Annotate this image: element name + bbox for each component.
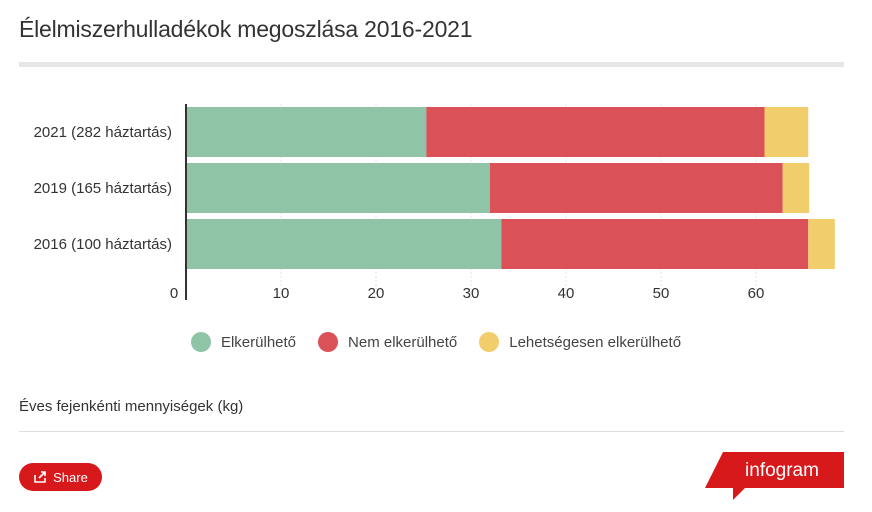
legend-swatch — [190, 332, 211, 352]
legend-label: Nem elkerülhető — [348, 333, 458, 351]
x-tick-label: 20 — [368, 285, 385, 302]
page-title: Élelmiszerhulladékok megoszlása 2016-202… — [19, 16, 473, 42]
x-tick-label: 0 — [170, 285, 178, 302]
legend-swatch — [479, 332, 500, 352]
x-tick-label: 10 — [273, 285, 290, 302]
legend-label: Elkerülhető — [220, 333, 297, 351]
bar-segment[interactable] — [764, 107, 809, 157]
bar-segment[interactable] — [186, 163, 490, 213]
x-tick-label: 50 — [653, 285, 670, 302]
title-divider — [19, 62, 844, 67]
x-tick-label: 30 — [463, 285, 480, 302]
bar-segment[interactable] — [501, 219, 809, 269]
bar-segment[interactable] — [782, 163, 810, 213]
infogram-logo-text: infogram — [745, 460, 819, 481]
bar-segment[interactable] — [808, 219, 835, 269]
bar-segment[interactable] — [426, 107, 765, 157]
legend-item[interactable]: Elkerülhető — [190, 332, 297, 352]
y-tick-label: 2016 (100 háztartás) — [34, 236, 172, 253]
x-tick-label: 60 — [748, 285, 765, 302]
unit-note: Éves fejenkénti mennyiségek (kg) — [19, 398, 244, 415]
legend-item[interactable]: Nem elkerülhető — [318, 332, 457, 352]
share-label: Share — [53, 469, 88, 485]
share-button[interactable]: Share — [19, 463, 102, 491]
share-icon — [34, 471, 46, 483]
footer-divider — [19, 431, 844, 432]
y-tick-label: 2019 (165 háztartás) — [34, 180, 172, 197]
chart-legend: Elkerülhető Nem elkerülhető Lehetségesen e… — [0, 332, 872, 352]
infogram-logo[interactable]: infogram — [705, 450, 845, 502]
x-tick-label: 40 — [558, 285, 575, 302]
legend-label: Lehetségesen elkerülhető — [509, 333, 682, 351]
bar-segment[interactable] — [186, 219, 502, 269]
y-tick-label: 2021 (282 háztartás) — [34, 124, 172, 141]
legend-swatch — [318, 332, 339, 352]
bar-segment[interactable] — [490, 163, 783, 213]
stacked-bar-chart: 2021 (282 háztartás) 2019 (165 háztartás)… — [34, 104, 835, 302]
bar-segment[interactable] — [186, 107, 427, 157]
legend-item[interactable]: Lehetségesen elkerülhető — [479, 332, 681, 352]
